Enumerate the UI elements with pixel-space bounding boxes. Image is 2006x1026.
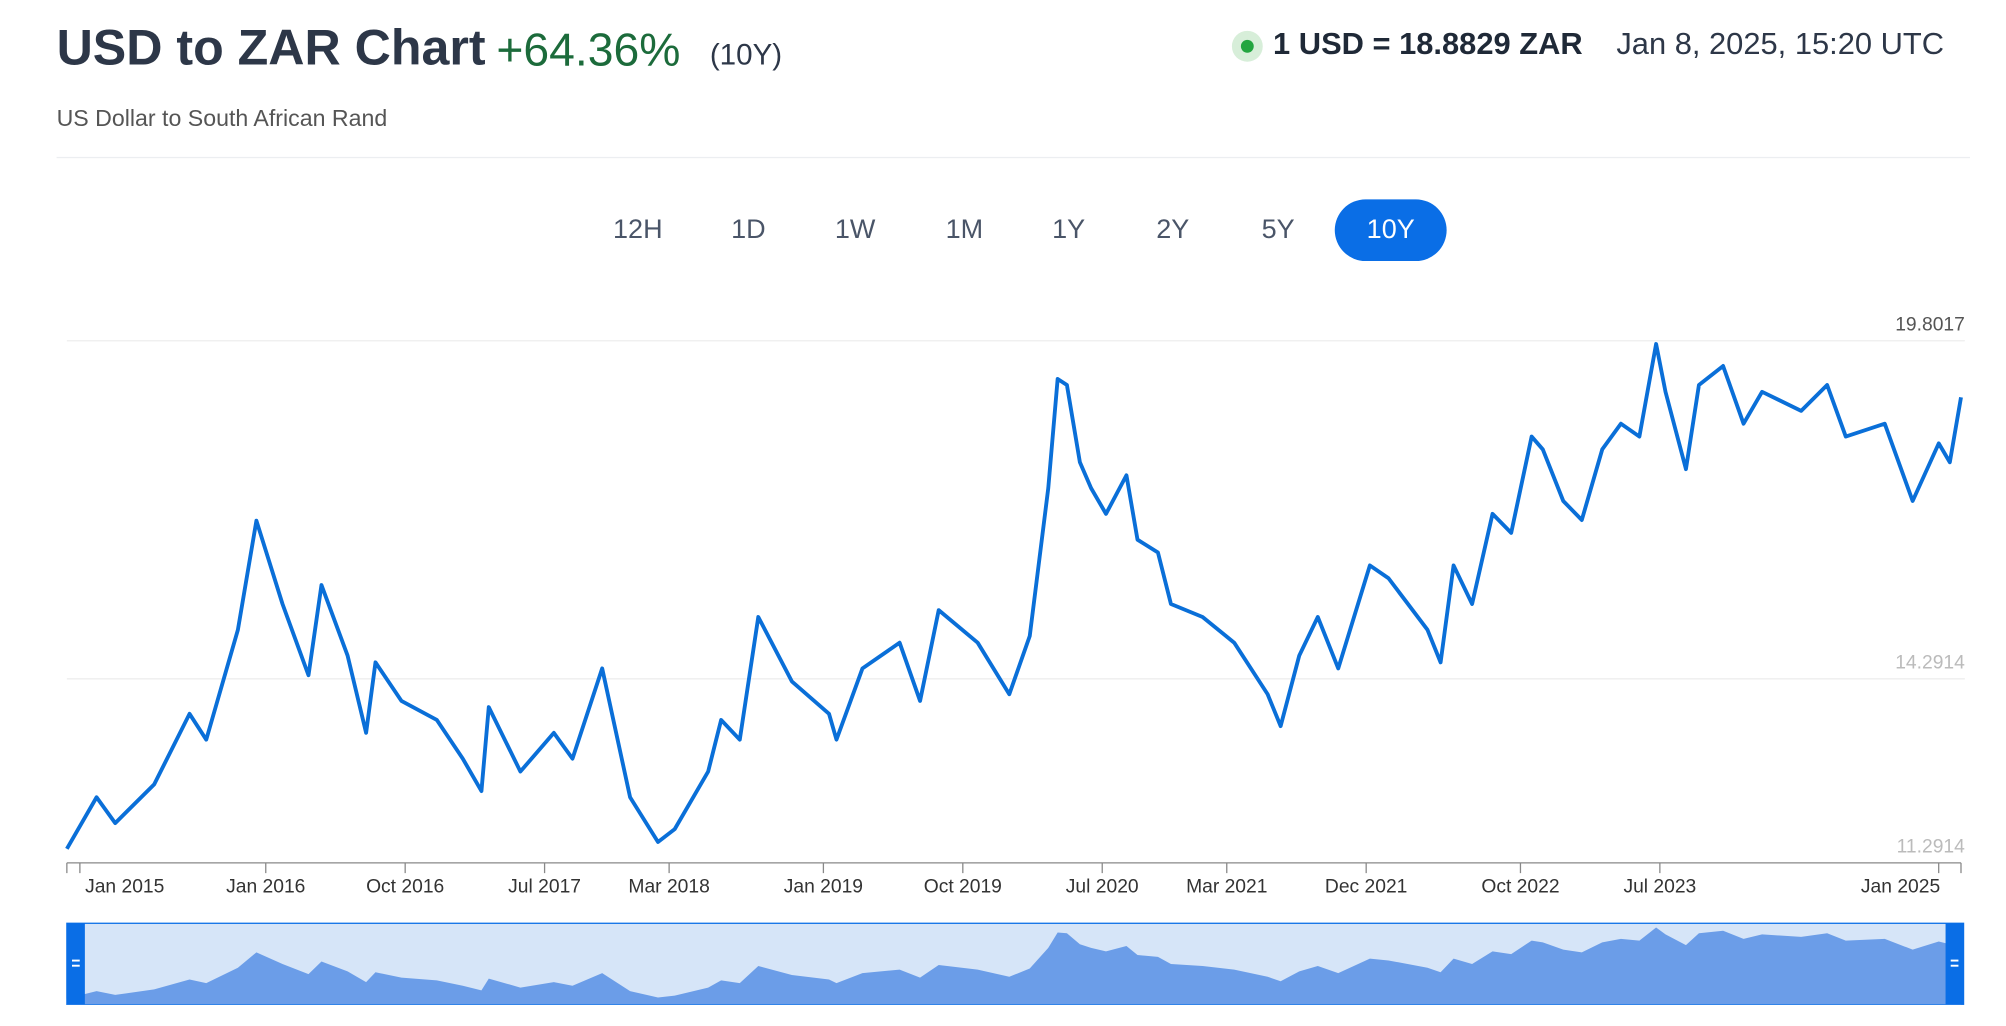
rate: 1 USD = 18.8829 ZAR — [1273, 27, 1583, 62]
range-button[interactable]: 10Y — [1334, 199, 1447, 262]
x-tick-label: Jan 2016 — [226, 876, 305, 897]
range-button[interactable]: 2Y — [1156, 214, 1190, 245]
live-dot — [1231, 30, 1263, 62]
title: USD to ZAR Chart — [56, 20, 486, 76]
x-tick-label: Dec 2021 — [1325, 876, 1407, 897]
x-tick-label: Jul 2017 — [508, 876, 581, 897]
y-tick-label: 19.8017 — [1895, 314, 1965, 335]
x-tick-label: Jan 2015 — [85, 876, 164, 897]
navigator-handle[interactable] — [1945, 923, 1964, 1005]
timestamp: Jan 8, 2025, 15:20 UTC — [1616, 27, 1945, 62]
range-button[interactable]: 1Y — [1052, 214, 1086, 245]
line — [65, 342, 1963, 850]
y-tick-label: 14.2914 — [1895, 652, 1965, 673]
y-tick-label: 11.2914 — [1897, 837, 1965, 858]
x-tick-label: Jul 2023 — [1623, 876, 1696, 897]
subtitle: US Dollar to South African Rand — [56, 105, 388, 132]
navigator-handle[interactable] — [66, 923, 85, 1005]
x-tick-label: Oct 2016 — [366, 876, 444, 897]
range-button[interactable]: 12H — [613, 214, 663, 245]
x-tick-label: Jan 2025 — [1861, 876, 1940, 897]
x-tick-label: Mar 2018 — [628, 876, 709, 897]
x-tick-label: Jan 2019 — [784, 876, 863, 897]
x-tick-label: Mar 2021 — [1186, 876, 1267, 897]
range-button[interactable]: 1W — [834, 214, 876, 245]
range-button[interactable]: 5Y — [1261, 214, 1295, 245]
divider — [56, 156, 1970, 159]
x-tick-label: Jul 2020 — [1066, 876, 1139, 897]
period: (10Y) — [709, 37, 783, 71]
change: +64.36% — [496, 23, 681, 76]
x-tick-label: Oct 2019 — [924, 876, 1002, 897]
navigator-area — [66, 927, 1961, 1005]
x-tick-label: Oct 2022 — [1481, 876, 1559, 897]
range-button[interactable]: 1D — [731, 214, 766, 245]
range-button[interactable]: 1M — [945, 214, 984, 245]
